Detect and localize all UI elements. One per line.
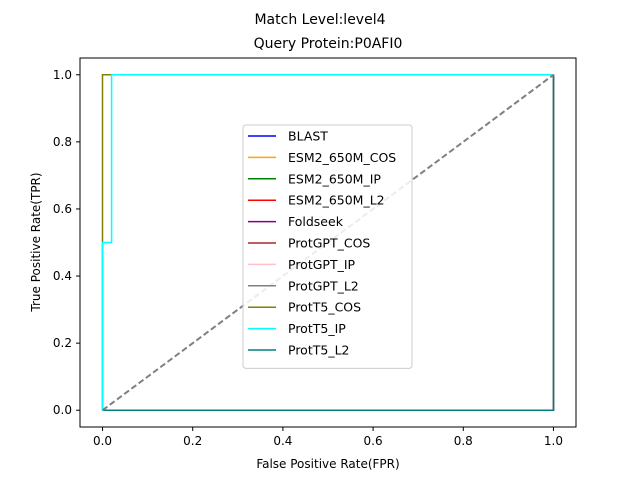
plot-frame: [79, 57, 577, 428]
series-line-prott5-ip: [101, 74, 554, 411]
legend-label: ESM2_650M_IP: [288, 171, 381, 186]
legend-label: ProtGPT_COS: [288, 236, 370, 251]
chart-suptitle: Match Level:level4: [254, 12, 385, 28]
x-tick-label: 0.8: [454, 434, 473, 448]
legend-label: ProtGPT_L2: [288, 278, 359, 293]
y-tick-label: 0.6: [53, 202, 72, 216]
y-axis-label: True Positive Rate(TPR): [29, 172, 43, 312]
legend-label: ProtT5_IP: [288, 321, 346, 336]
legend-label: ProtGPT_IP: [288, 257, 356, 272]
legend-label: ProtT5_COS: [288, 300, 361, 315]
x-tick-label: 0.2: [183, 434, 202, 448]
legend: BLAST ESM2_650M_COS ESM2_650M_IP ESM2_650M_…: [242, 124, 413, 369]
y-tick-label: 0.2: [53, 336, 72, 350]
chart-title: Query Protein:P0AFI0: [254, 36, 403, 52]
legend-box: [242, 124, 413, 369]
series-layer: [101, 74, 555, 411]
y-tick-label: 1.0: [53, 68, 72, 82]
x-tick-label: 0.6: [364, 434, 383, 448]
y-axis-ticks: 0.0 0.2 0.4 0.6 0.8 1.0: [53, 68, 80, 417]
legend-label: ESM2_650M_L2: [288, 193, 385, 208]
y-tick-label: 0.4: [53, 269, 72, 283]
legend-label: ProtT5_L2: [288, 343, 350, 358]
legend-label: ESM2_650M_COS: [288, 150, 396, 165]
x-tick-label: 1.0: [544, 434, 563, 448]
series-line-prott5-l2: [102, 74, 555, 411]
y-tick-label: 0.0: [53, 403, 72, 417]
x-axis-label: False Positive Rate(FPR): [256, 457, 399, 471]
x-tick-label: 0.0: [93, 434, 112, 448]
legend-label: BLAST: [288, 129, 328, 144]
y-tick-label: 0.8: [53, 135, 72, 149]
x-axis-ticks: 0.0 0.2 0.4 0.6 0.8 1.0: [93, 427, 563, 448]
x-tick-label: 0.4: [273, 434, 292, 448]
legend-label: Foldseek: [288, 214, 344, 229]
